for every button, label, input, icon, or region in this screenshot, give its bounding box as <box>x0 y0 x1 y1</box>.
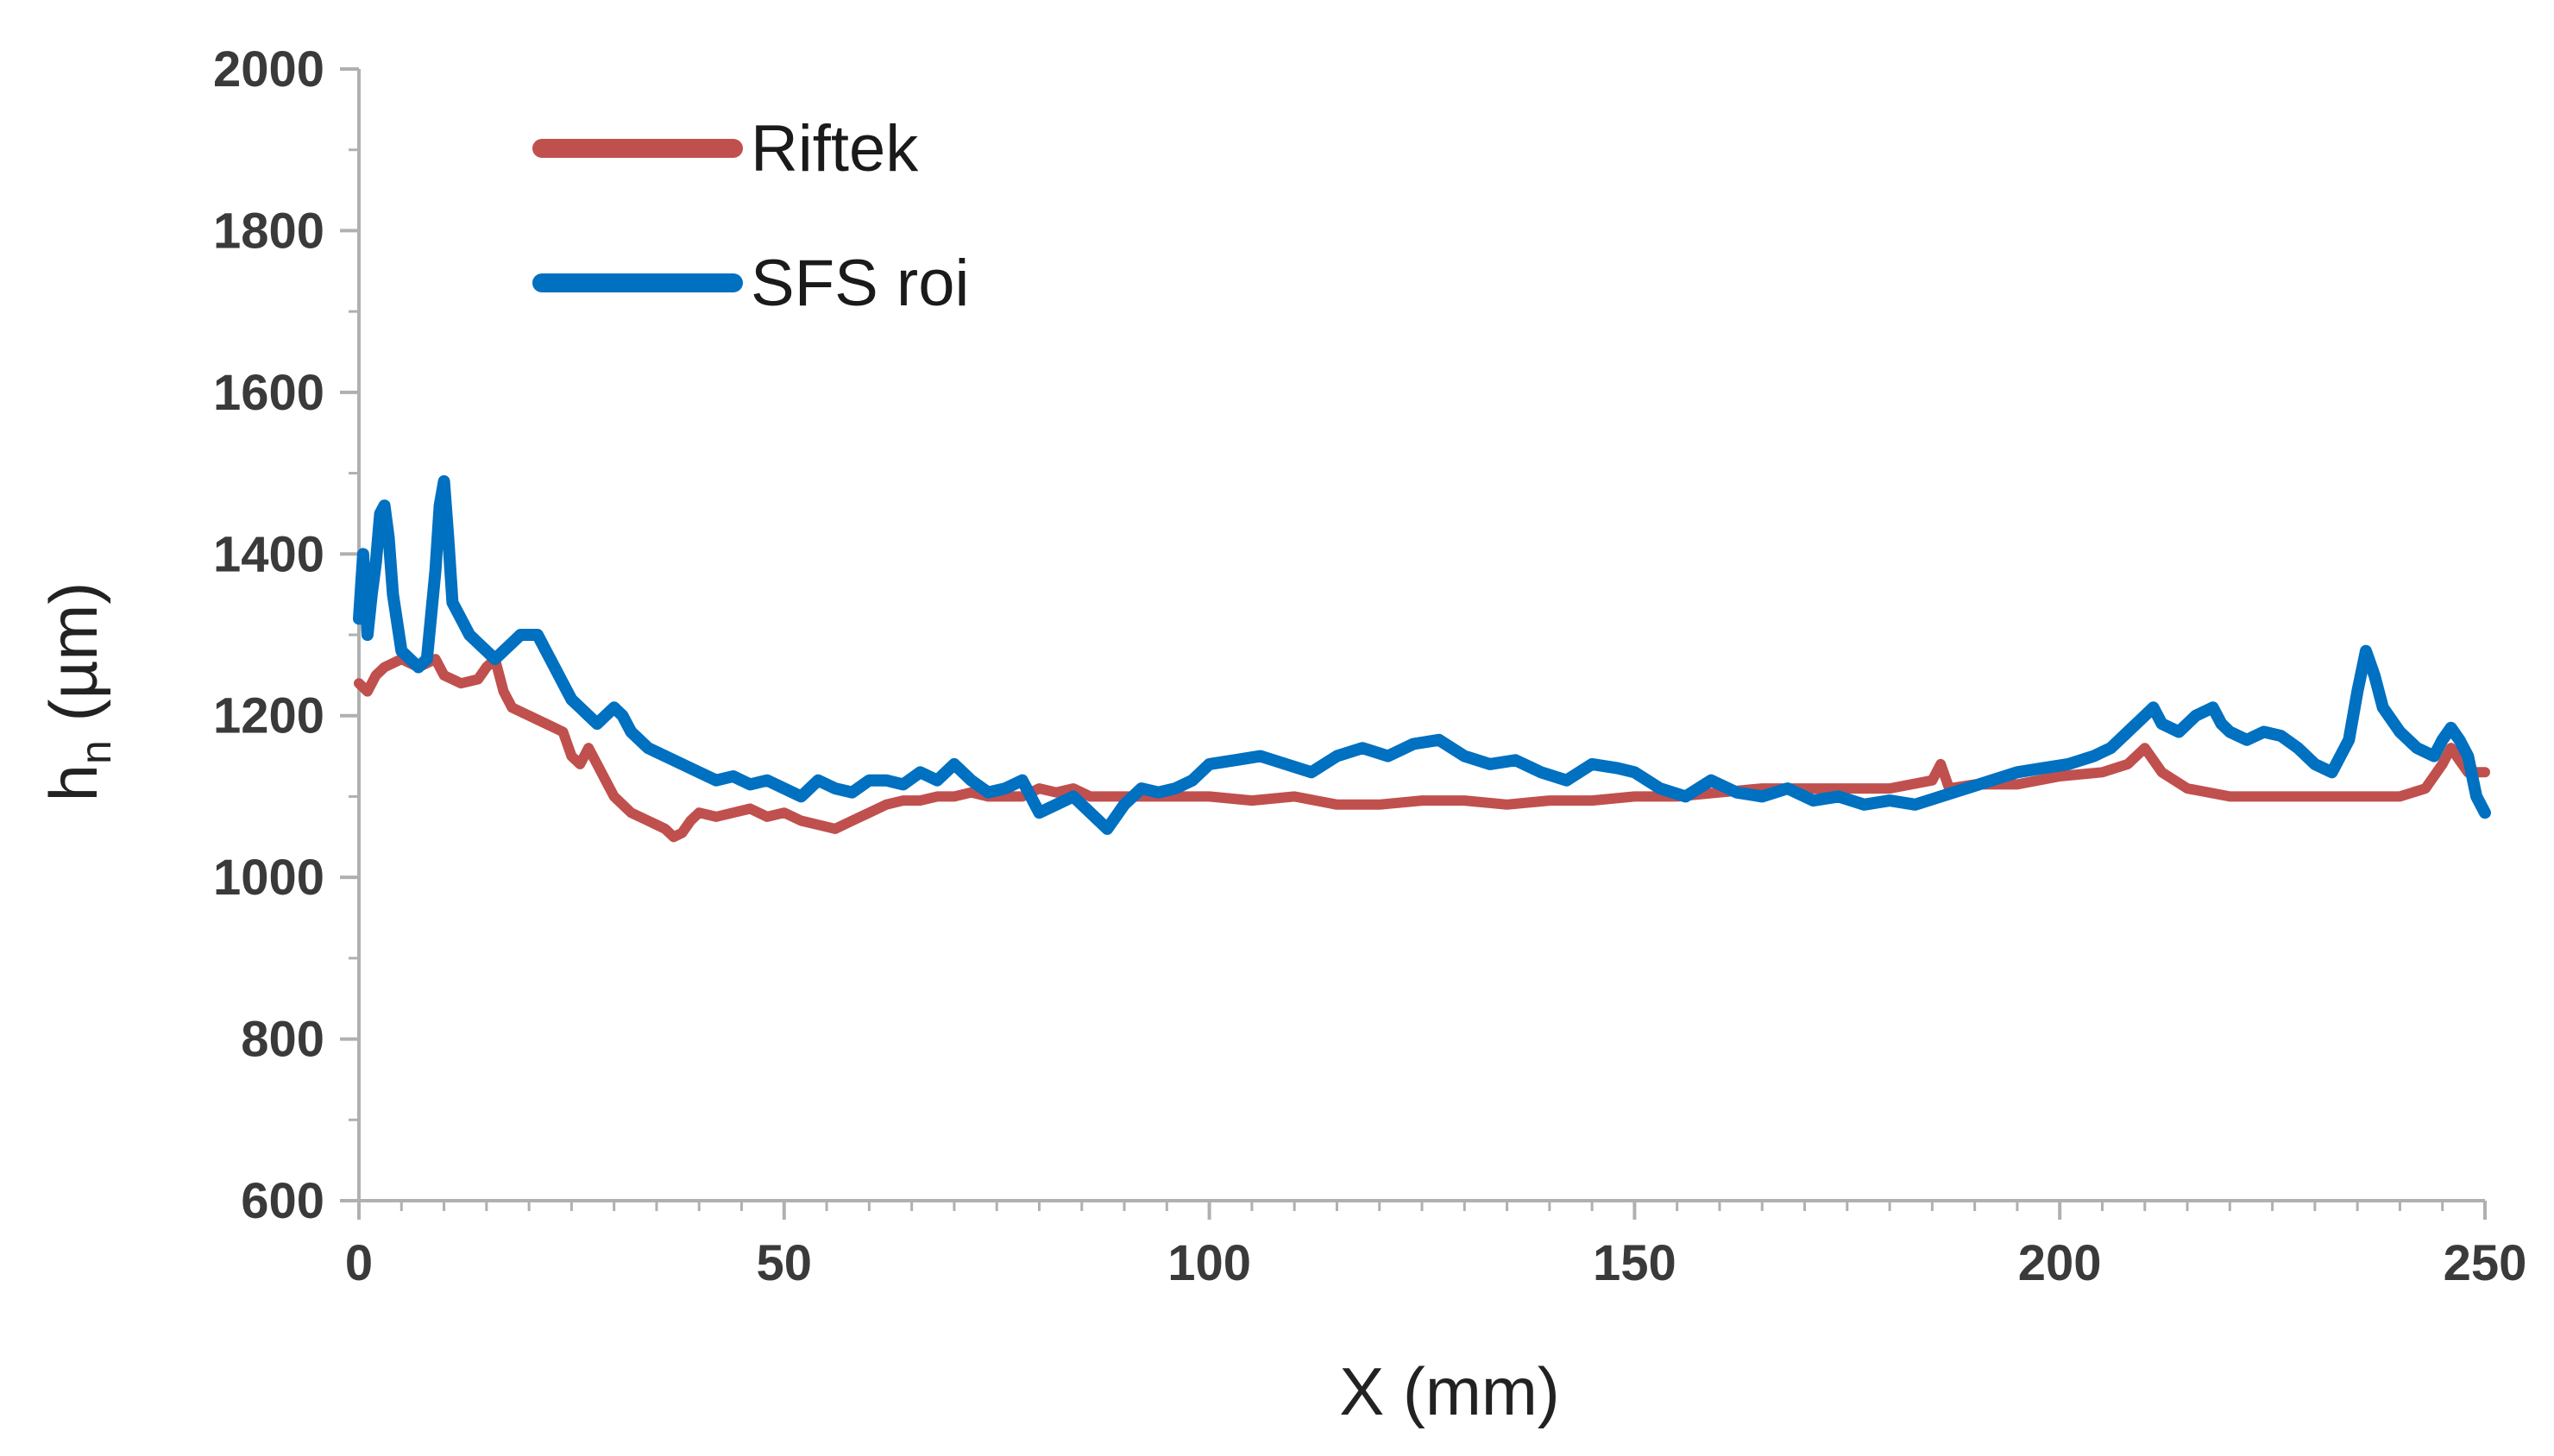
y-tick-label: 1600 <box>213 365 324 421</box>
y-tick-label: 1800 <box>213 203 324 259</box>
x-tick-label: 200 <box>2018 1235 2102 1291</box>
y-tick-label: 1400 <box>213 526 324 582</box>
y-tick-label: 2000 <box>213 41 324 97</box>
y-tick-label: 800 <box>241 1012 324 1068</box>
x-axis-title: X (mm) <box>1339 1353 1560 1429</box>
x-tick-label: 100 <box>1167 1235 1251 1291</box>
y-axis-title: hn (µm) <box>35 582 120 802</box>
axes: 600 800 1000 1200 1400 1600 1800 2000 0 50 100 150 2… <box>213 41 2526 1291</box>
x-tick-label: 0 <box>345 1235 373 1291</box>
legend: Riftek SFS roi <box>532 112 969 320</box>
x-tick-label: 250 <box>2444 1235 2527 1291</box>
x-tick-label: 50 <box>757 1235 813 1291</box>
y-tick-label: 600 <box>241 1173 324 1229</box>
y-tick-label: 1200 <box>213 688 324 744</box>
x-tick-label: 150 <box>1593 1235 1676 1291</box>
series-line-sfs-roi <box>353 474 2491 835</box>
legend-label-riftek: Riftek <box>751 112 919 185</box>
legend-label-sfs-roi: SFS roi <box>751 247 969 320</box>
y-axis-title-main: h <box>35 764 111 801</box>
y-axis-title-unit: (µm) <box>35 582 111 741</box>
y-tick-label: 1000 <box>213 850 324 906</box>
series-line-riftek <box>354 654 2490 843</box>
y-axis-title-subscript: n <box>72 740 120 764</box>
series-layer <box>353 474 2491 843</box>
